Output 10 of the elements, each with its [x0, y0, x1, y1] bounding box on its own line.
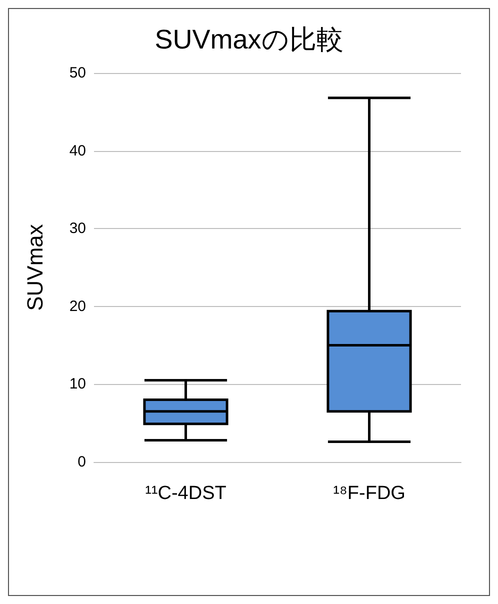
y-tick-label: 20 — [69, 298, 86, 315]
y-tick-label: 0 — [78, 454, 86, 470]
y-tick-label: 10 — [69, 376, 86, 393]
y-tick-label: 50 — [69, 64, 86, 82]
y-axis-title: SUVmax — [22, 224, 48, 311]
y-tick-label: 30 — [69, 220, 86, 238]
y-tick-label: 40 — [69, 142, 86, 160]
x-tick-label: ¹¹C-4DST — [145, 483, 227, 504]
x-tick-label: ¹⁸F-FDG — [333, 483, 406, 504]
chart-title: SUVmaxの比較 — [154, 24, 344, 54]
